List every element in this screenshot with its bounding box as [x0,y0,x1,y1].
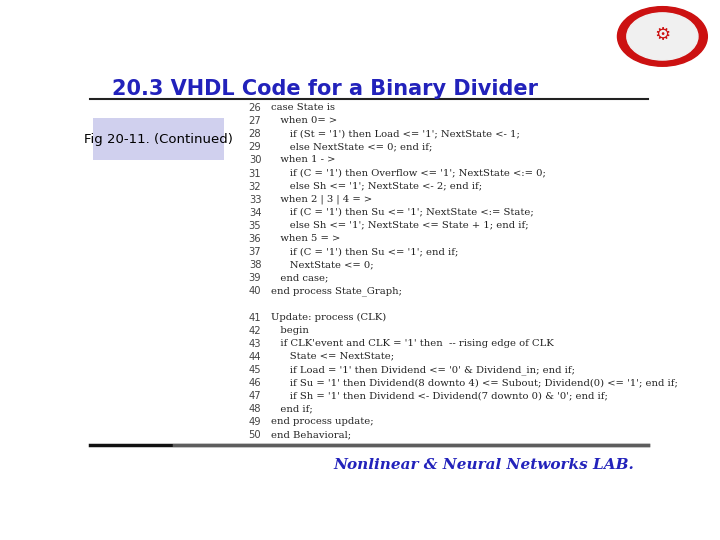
Text: end if;: end if; [271,404,313,413]
Text: if CLK'event and CLK = '1' then  -- rising edge of CLK: if CLK'event and CLK = '1' then -- risin… [271,339,554,348]
Text: 29: 29 [248,143,261,152]
Text: 47: 47 [248,391,261,401]
Text: when 1 - >: when 1 - > [271,156,336,165]
Text: State <= NextState;: State <= NextState; [271,352,395,361]
Text: 49: 49 [248,417,261,427]
Text: 42: 42 [248,326,261,336]
Text: case State is: case State is [271,103,336,112]
Text: when 2 | 3 | 4 = >: when 2 | 3 | 4 = > [271,195,372,204]
Text: end process State_Graph;: end process State_Graph; [271,286,402,296]
Text: Update: process (CLK): Update: process (CLK) [271,313,387,322]
Text: 34: 34 [249,208,261,218]
Text: begin: begin [271,326,309,335]
Text: 41: 41 [248,313,261,322]
Text: when 0= >: when 0= > [271,116,338,125]
Text: when 5 = >: when 5 = > [271,234,341,243]
Text: 35: 35 [248,221,261,231]
FancyBboxPatch shape [93,118,224,160]
Text: else Sh <= '1'; NextState <- 2; end if;: else Sh <= '1'; NextState <- 2; end if; [271,181,482,191]
Text: 40: 40 [249,286,261,296]
Text: 44: 44 [249,352,261,362]
Text: 27: 27 [248,116,261,126]
Circle shape [618,6,707,66]
Text: 31: 31 [248,168,261,179]
Circle shape [627,13,698,60]
Text: 38: 38 [249,260,261,270]
Text: 46: 46 [248,378,261,388]
Text: 26: 26 [248,103,261,113]
Text: NextState <= 0;: NextState <= 0; [271,260,374,269]
Text: end process update;: end process update; [271,417,374,427]
Text: 32: 32 [248,181,261,192]
Text: Fig 20-11. (Continued): Fig 20-11. (Continued) [84,133,233,146]
Text: if Su = '1' then Dividend(8 downto 4) <= Subout; Dividend(0) <= '1'; end if;: if Su = '1' then Dividend(8 downto 4) <=… [271,378,678,387]
Text: else Sh <= '1'; NextState <= State + 1; end if;: else Sh <= '1'; NextState <= State + 1; … [271,221,529,230]
Text: 28: 28 [248,129,261,139]
Text: 45: 45 [248,365,261,375]
Text: 33: 33 [249,195,261,205]
Text: end case;: end case; [271,273,329,282]
Text: 30: 30 [249,156,261,165]
Text: if Sh = '1' then Dividend <- Dividend(7 downto 0) & '0'; end if;: if Sh = '1' then Dividend <- Dividend(7 … [271,391,608,400]
Text: 50: 50 [248,430,261,441]
Text: 20.3 VHDL Code for a Binary Divider: 20.3 VHDL Code for a Binary Divider [112,79,539,99]
Text: 39: 39 [248,273,261,284]
Text: if (St = '1') then Load <= '1'; NextState <- 1;: if (St = '1') then Load <= '1'; NextStat… [271,129,521,138]
Text: end Behavioral;: end Behavioral; [271,430,351,440]
Text: if Load = '1' then Dividend <= '0' & Dividend_in; end if;: if Load = '1' then Dividend <= '0' & Div… [271,365,575,375]
Text: Nonlinear & Neural Networks LAB.: Nonlinear & Neural Networks LAB. [333,458,634,472]
Text: 36: 36 [248,234,261,244]
Text: 48: 48 [249,404,261,414]
Text: if (C = '1') then Su <= '1'; end if;: if (C = '1') then Su <= '1'; end if; [271,247,459,256]
Text: if (C = '1') then Su <= '1'; NextState <:= State;: if (C = '1') then Su <= '1'; NextState <… [271,208,534,217]
Text: 37: 37 [248,247,261,257]
Text: if (C = '1') then Overflow <= '1'; NextState <:= 0;: if (C = '1') then Overflow <= '1'; NextS… [271,168,546,178]
Text: else NextState <= 0; end if;: else NextState <= 0; end if; [271,143,433,151]
Text: ⚙: ⚙ [654,26,670,44]
Text: 43: 43 [249,339,261,349]
